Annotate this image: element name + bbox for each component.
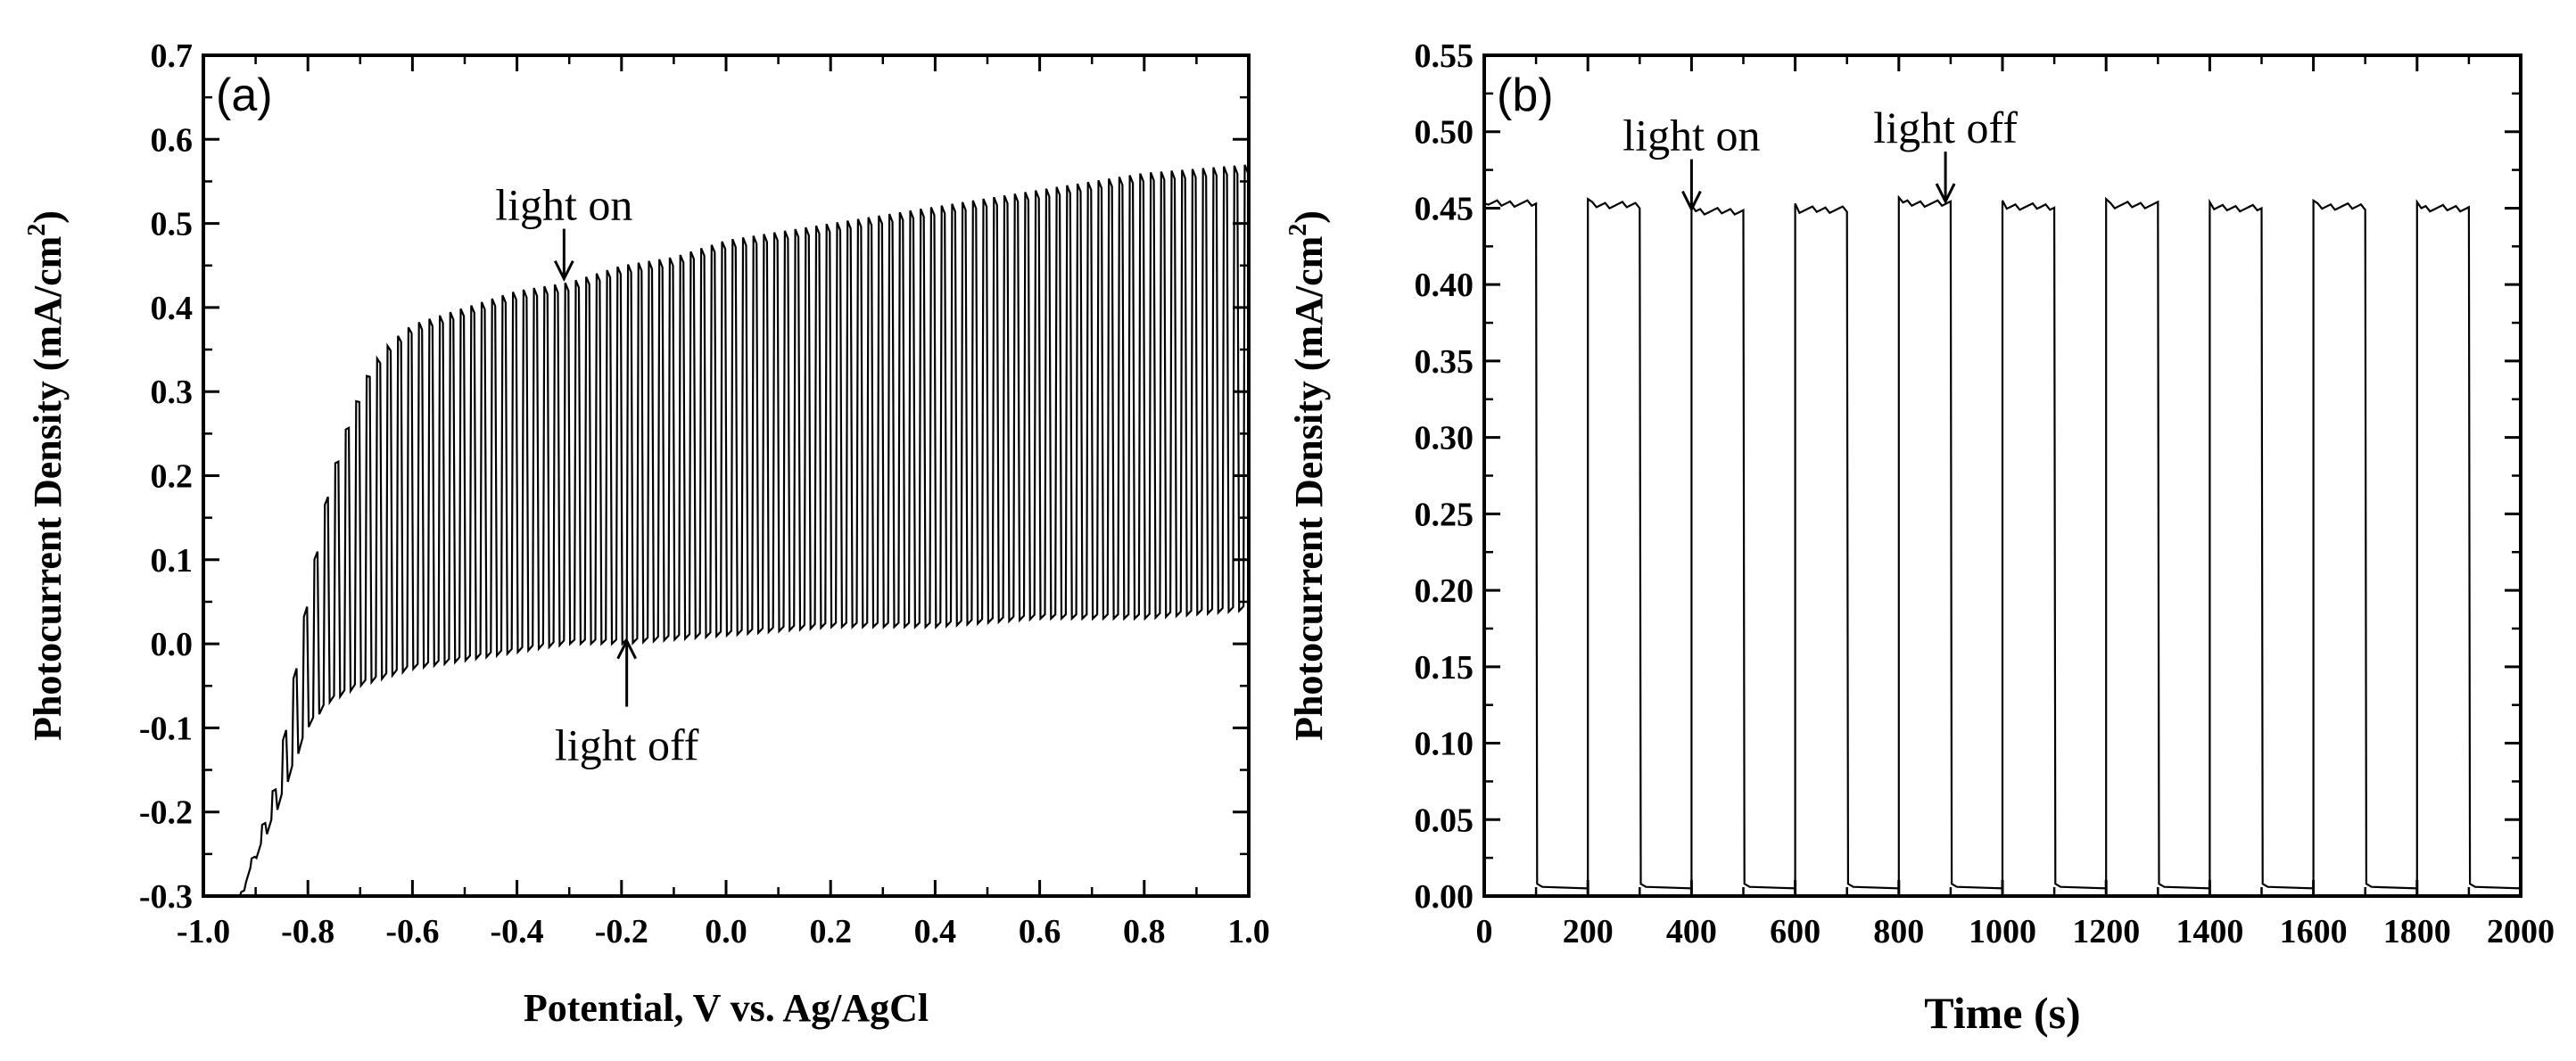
x-tick-label: 2000 [2487,913,2555,950]
y-tick-label: 0.55 [1415,37,1474,75]
y-tick-label: 0.40 [1415,267,1474,304]
x-tick-label: -0.2 [595,913,648,950]
y-tick-label: -0.3 [139,878,193,916]
x-tick-label: 800 [1873,913,1924,950]
y-tick-label: 0.25 [1415,496,1474,533]
x-axis-title-a: Potential, V vs. Ag/AgCl [524,986,929,1030]
y-ticks-a: -0.3 -0.2 -0.1 0.0 0.1 0.2 0.3 0.4 0.5 0.6 0.7 [139,37,1249,916]
y-tick-label: 0.30 [1415,420,1474,457]
y-axis-title-b: Photocurrent Density (mA/cm2) [1284,210,1331,741]
y-tick-label: 0.3 [151,374,194,411]
x-ticks-b: 0 200 400 600 800 1000 1200 1400 1600 1800 2000 [1476,55,2555,950]
annotations-a: light on light off [495,180,699,770]
annotation-label: light off [555,720,699,770]
y-tick-label: 0.5 [151,206,194,243]
y-ticks-b: 0.00 0.05 0.10 0.15 0.20 0.25 0.30 0.35 0.40 0.45… [1415,37,2521,916]
y-tick-label: 0.15 [1415,649,1474,687]
annotation-label: light off [1873,103,2018,152]
x-tick-label: 0.8 [1123,913,1166,950]
y-tick-label: 0.2 [151,458,194,496]
x-tick-label: 400 [1666,913,1717,950]
y-tick-label: 0.10 [1415,726,1474,763]
x-tick-label: 200 [1563,913,1614,950]
x-tick-label: 600 [1770,913,1821,950]
x-tick-label: -0.8 [281,913,334,950]
photocurrent-curve-a [238,164,1251,897]
x-tick-label: -1.0 [177,913,230,950]
x-tick-label: 1200 [2072,913,2140,950]
panel-label-b: (b) [1497,70,1554,121]
x-tick-label: 1800 [2383,913,2451,950]
x-tick-label: -0.4 [491,913,544,950]
y-tick-label: 0.1 [151,542,194,580]
panel-b: 0.00 0.05 0.10 0.15 0.20 0.25 0.30 0.35 0.40 0.45… [1284,37,2555,1038]
annotation-arrow-head [616,637,638,660]
x-tick-label: 0 [1476,913,1493,950]
y-axis-title-a: Photocurrent Density (mA/cm2) [23,210,70,741]
panel-a: -0.3 -0.2 -0.1 0.0 0.1 0.2 0.3 0.4 0.5 0.6 0.7 -1.… [23,37,1270,1030]
annotations-b: light on light off [1622,103,2018,212]
y-tick-label: 0.4 [151,290,194,327]
annotation-arrow-head [1681,190,1702,212]
annotation-arrow-head [1935,183,1956,205]
x-tick-label: 1.0 [1227,913,1270,950]
x-tick-label: 0.6 [1019,913,1061,950]
x-tick-label: 1400 [2176,913,2243,950]
y-tick-label: 0.35 [1415,343,1474,381]
photocurrent-curve-b [1483,194,2522,890]
x-tick-label: 0.0 [705,913,747,950]
y-tick-label: 0.00 [1415,878,1474,916]
annotation-label: light on [495,180,632,230]
x-tick-label: -0.6 [385,913,439,950]
y-tick-label: 0.0 [151,626,194,663]
annotation-label: light on [1622,111,1760,160]
x-tick-label: 0.4 [914,913,957,950]
y-tick-label: 0.45 [1415,190,1474,227]
y-tick-label: 0.20 [1415,572,1474,610]
y-tick-label: -0.1 [139,710,193,747]
x-tick-label: 1600 [2280,913,2348,950]
x-tick-label: 0.2 [809,913,852,950]
x-tick-label: 1000 [1969,913,2036,950]
panel-label-a: (a) [216,70,273,121]
y-tick-label: 0.05 [1415,802,1474,839]
y-tick-label: 0.7 [151,37,194,75]
annotation-arrow-head [553,259,574,282]
y-tick-label: 0.50 [1415,114,1474,152]
y-tick-label: 0.6 [151,121,194,159]
x-ticks-a: -1.0 -0.8 -0.6 -0.4 -0.2 0.0 0.2 0.4 0.6 0.8 1.0 [177,55,1270,950]
x-axis-title-b: Time (s) [1924,988,2080,1038]
y-tick-label: -0.2 [139,794,193,832]
